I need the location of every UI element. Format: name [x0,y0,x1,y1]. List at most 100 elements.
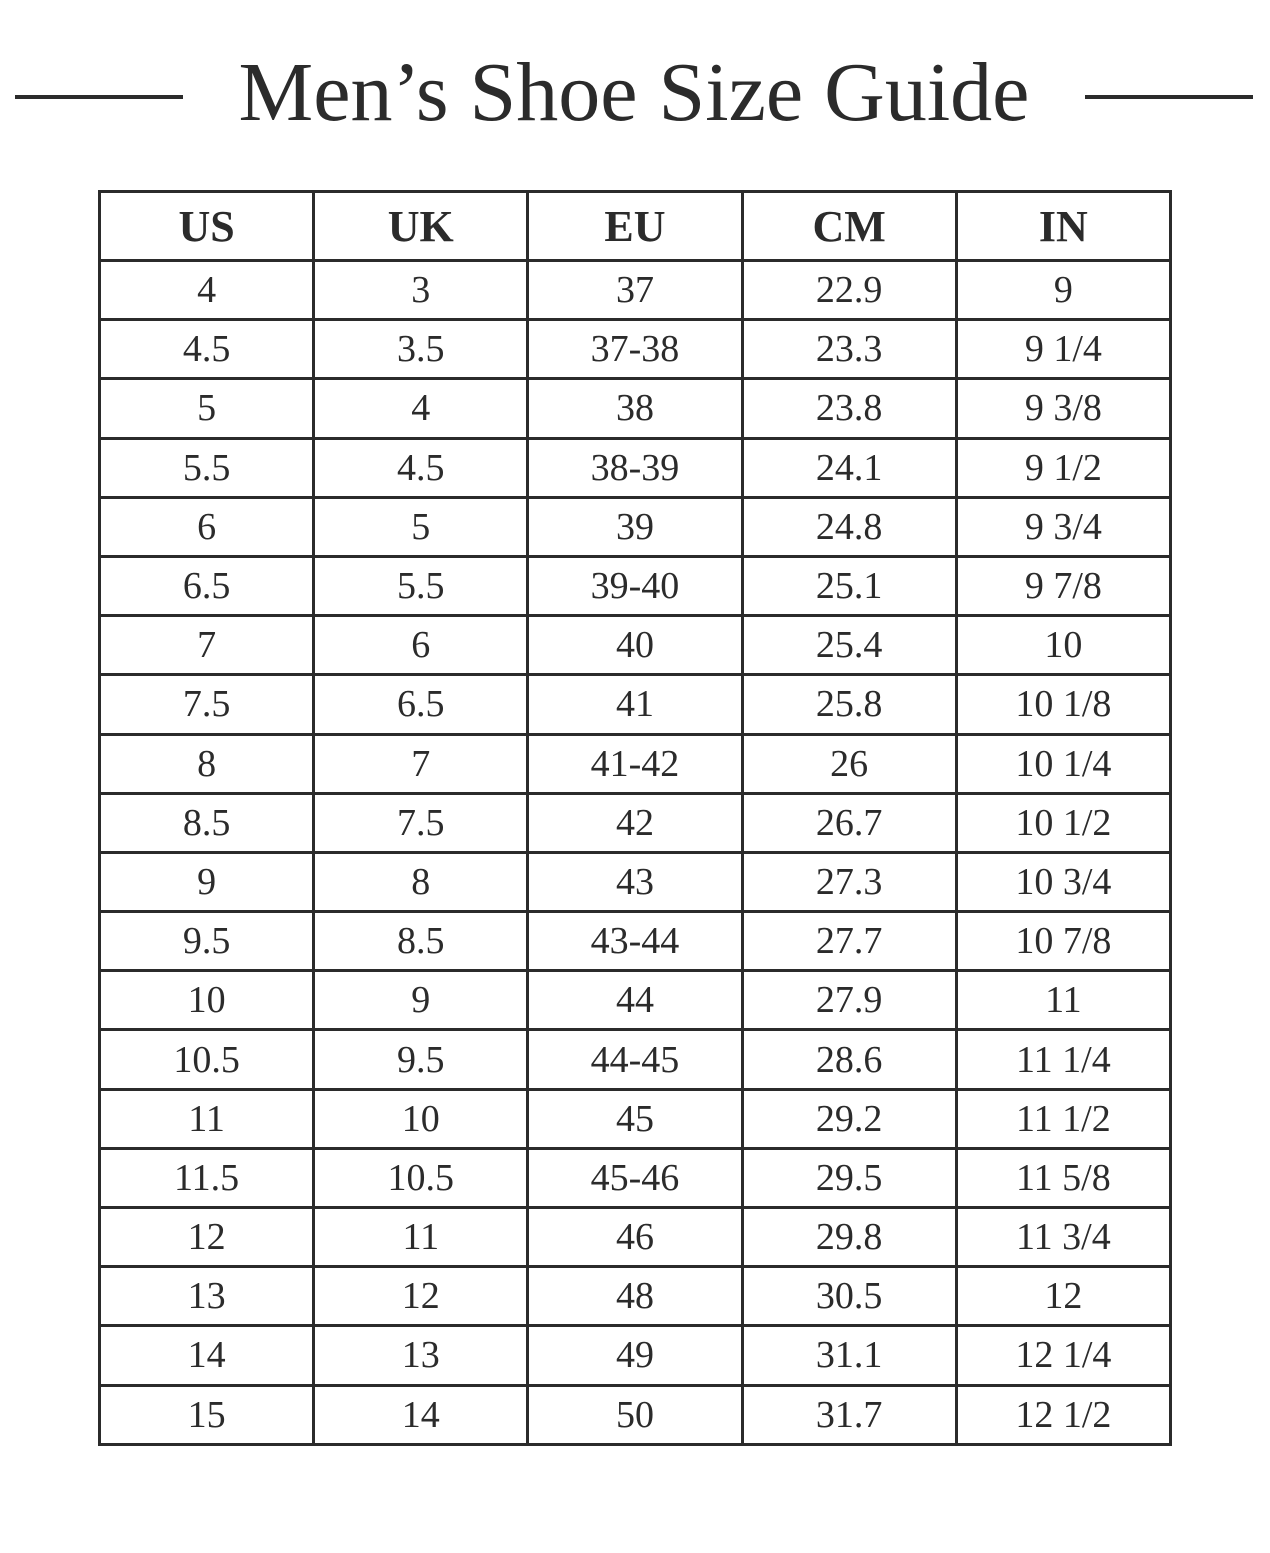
cell-uk: 4.5 [312,436,530,499]
cell-uk: 6.5 [312,673,530,736]
column-header-in: IN [954,190,1173,262]
cell-in: 9 3/8 [954,377,1173,440]
cell-eu: 45 [526,1087,744,1150]
page-title: Men’s Shoe Size Guide [238,46,1030,139]
cell-us: 15 [97,1383,316,1446]
cell-us: 12 [97,1205,316,1269]
cell-in: 10 7/8 [954,910,1173,973]
table-row: 5 4 38 23.8 9 3/8 [97,377,1173,440]
table-row: 9 8 43 27.3 10 3/4 [97,850,1173,914]
table-row: 4.5 3.5 37-38 23.3 9 1/4 [97,318,1173,381]
cell-eu: 39 [526,495,744,558]
cell-in: 10 1/2 [954,791,1173,854]
table-row: 6 5 39 24.8 9 3/4 [97,495,1173,558]
cell-eu: 43 [526,850,744,914]
cell-uk: 3.5 [312,318,530,381]
cell-uk: 6 [312,614,530,677]
cell-us: 9.5 [97,910,316,973]
cell-eu: 37 [526,258,744,322]
cell-eu: 39-40 [526,554,744,618]
cell-uk: 14 [312,1383,530,1446]
cell-in: 10 3/4 [954,850,1173,914]
table-row: 9.5 8.5 43-44 27.7 10 7/8 [97,910,1173,973]
cell-cm: 31.7 [740,1383,958,1446]
cell-us: 11.5 [97,1146,316,1210]
cell-cm: 24.1 [740,436,958,499]
cell-cm: 24.8 [740,495,958,558]
table-row: 14 13 49 31.1 12 1/4 [97,1324,1173,1387]
column-header-cm: CM [740,190,958,262]
cell-in: 11 3/4 [954,1205,1173,1269]
cell-in: 9 1/4 [954,318,1173,381]
cell-us: 4.5 [97,318,316,381]
table-row: 11 10 45 29.2 11 1/2 [97,1087,1173,1150]
column-header-eu: EU [526,190,744,262]
cell-uk: 7 [312,732,530,795]
cell-uk: 5 [312,495,530,558]
cell-eu: 46 [526,1205,744,1269]
cell-cm: 23.3 [740,318,958,381]
cell-us: 8 [97,732,316,795]
cell-eu: 40 [526,614,744,677]
cell-us: 10 [97,969,316,1032]
cell-eu: 43-44 [526,910,744,973]
cell-us: 6 [97,495,316,558]
title-rule-right [1085,95,1253,99]
table-row: 5.5 4.5 38-39 24.1 9 1/2 [97,436,1173,499]
title-rule-left [15,95,183,99]
cell-us: 5.5 [97,436,316,499]
cell-uk: 8.5 [312,910,530,973]
cell-cm: 22.9 [740,258,958,322]
cell-cm: 29.2 [740,1087,958,1150]
cell-in: 11 1/2 [954,1087,1173,1150]
cell-cm: 23.8 [740,377,958,440]
cell-uk: 5.5 [312,554,530,618]
cell-cm: 25.1 [740,554,958,618]
column-header-uk: UK [312,190,530,262]
cell-us: 5 [97,377,316,440]
cell-cm: 29.8 [740,1205,958,1269]
cell-uk: 11 [312,1205,530,1269]
cell-in: 11 1/4 [954,1028,1173,1091]
cell-eu: 44 [526,969,744,1032]
cell-cm: 27.9 [740,969,958,1032]
table-row: 4 3 37 22.9 9 [97,258,1173,322]
cell-in: 11 5/8 [954,1146,1173,1210]
cell-cm: 26.7 [740,791,958,854]
table-row: 11.5 10.5 45-46 29.5 11 5/8 [97,1146,1173,1210]
table-row: 10.5 9.5 44-45 28.6 11 1/4 [97,1028,1173,1091]
cell-in: 12 [954,1265,1173,1328]
cell-cm: 28.6 [740,1028,958,1091]
cell-uk: 10 [312,1087,530,1150]
table-row: 7 6 40 25.4 10 [97,614,1173,677]
cell-eu: 38-39 [526,436,744,499]
cell-uk: 9.5 [312,1028,530,1091]
size-table: US UK EU CM IN 4 3 37 22.9 9 4.5 3.5 37-38 23.3 9 1/4… [97,190,1173,1446]
cell-eu: 50 [526,1383,744,1446]
table-row: 8.5 7.5 42 26.7 10 1/2 [97,791,1173,854]
cell-in: 10 1/8 [954,673,1173,736]
cell-eu: 45-46 [526,1146,744,1210]
column-header-us: US [97,190,316,262]
table-row: 10 9 44 27.9 11 [97,969,1173,1032]
cell-us: 7 [97,614,316,677]
cell-cm: 27.3 [740,850,958,914]
cell-cm: 31.1 [740,1324,958,1387]
cell-cm: 25.4 [740,614,958,677]
cell-uk: 9 [312,969,530,1032]
cell-cm: 25.8 [740,673,958,736]
cell-eu: 48 [526,1265,744,1328]
cell-uk: 7.5 [312,791,530,854]
cell-us: 4 [97,258,316,322]
cell-in: 9 1/2 [954,436,1173,499]
cell-us: 7.5 [97,673,316,736]
table-row: 6.5 5.5 39-40 25.1 9 7/8 [97,554,1173,618]
cell-us: 8.5 [97,791,316,854]
cell-in: 9 [954,258,1173,322]
cell-in: 12 1/2 [954,1383,1173,1446]
table-row: 12 11 46 29.8 11 3/4 [97,1205,1173,1269]
cell-in: 9 7/8 [954,554,1173,618]
cell-in: 12 1/4 [954,1324,1173,1387]
cell-uk: 10.5 [312,1146,530,1210]
cell-uk: 3 [312,258,530,322]
